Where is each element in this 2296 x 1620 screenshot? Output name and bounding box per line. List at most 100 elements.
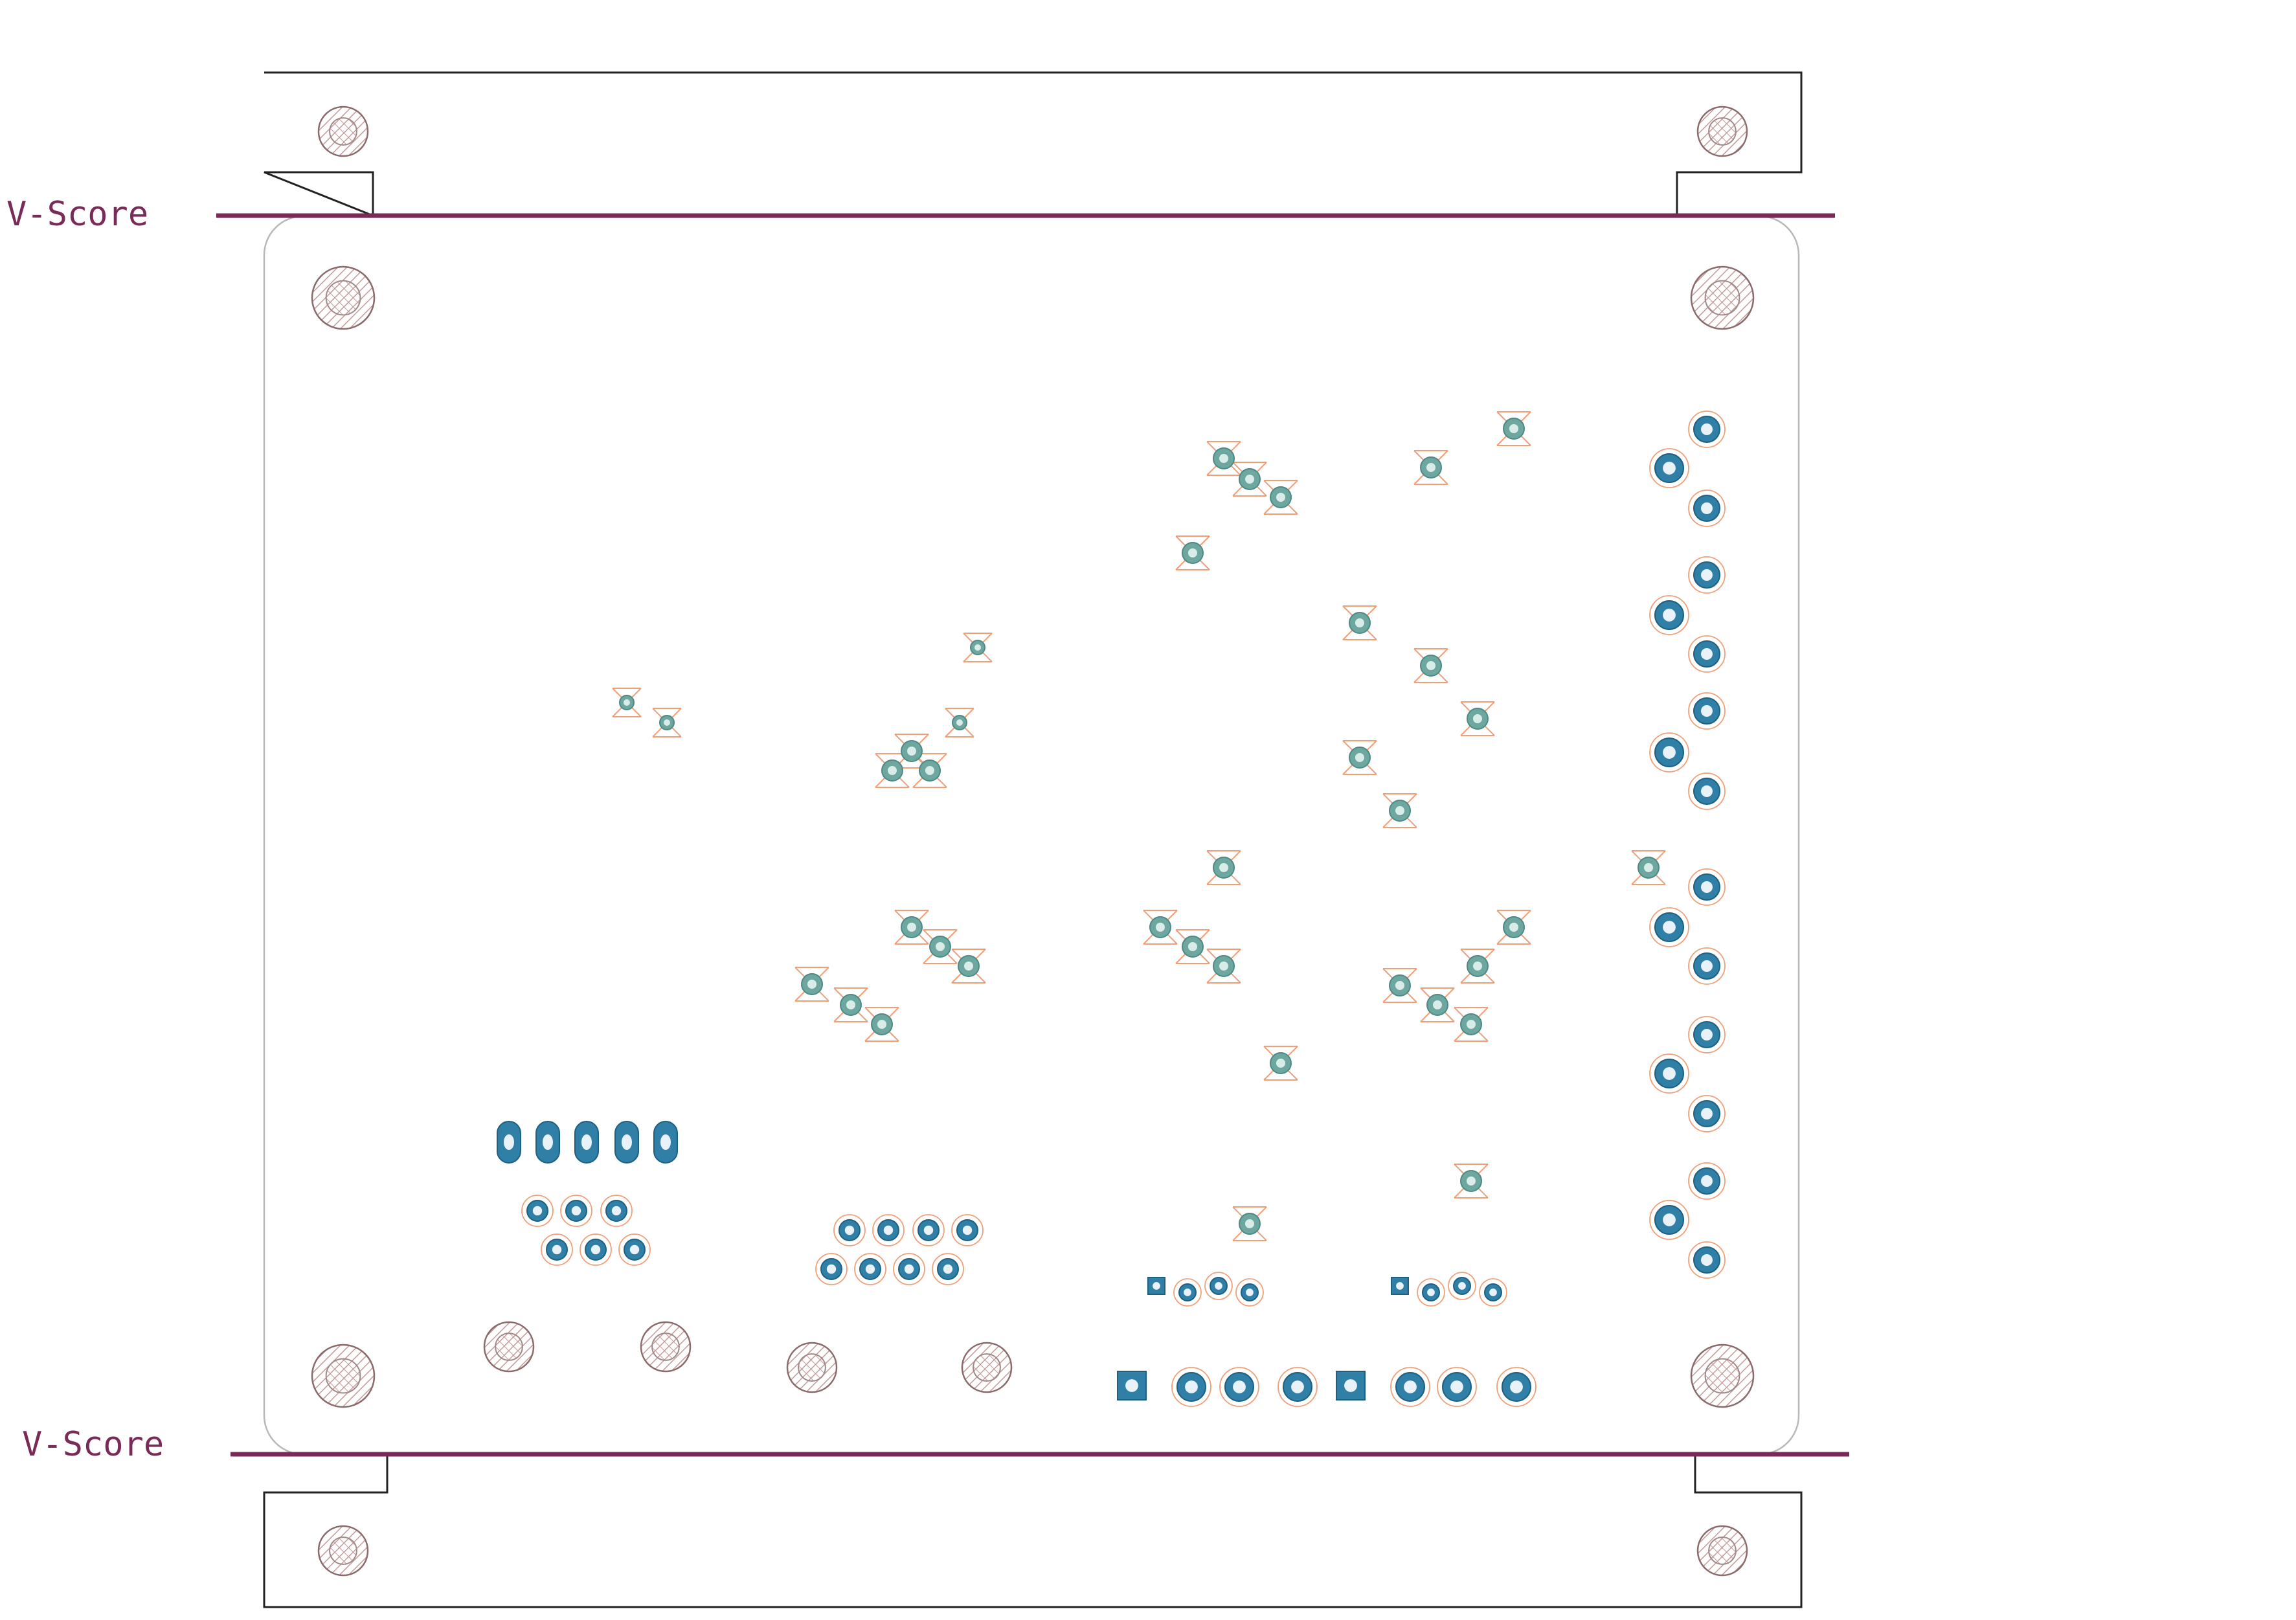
blue-pad-icon (1688, 411, 1726, 448)
teal-via-icon (929, 936, 951, 958)
blue-pad-icon (1688, 1162, 1726, 1200)
blue-pad-icon (1496, 1367, 1536, 1407)
blue-pad-icon (833, 1214, 866, 1246)
blue-pad-icon (1688, 947, 1726, 985)
blue-pad-icon (1688, 1241, 1726, 1279)
teal-via-icon (1389, 800, 1411, 822)
hatched-circle-icon (483, 1321, 535, 1373)
hatched-circle-icon (1690, 1344, 1755, 1408)
teal-via-icon (1467, 708, 1489, 730)
blue-pad-icon (1688, 692, 1726, 730)
hatched-circle-icon (317, 106, 369, 157)
blue-pad-icon (1390, 1367, 1430, 1407)
teal-via-icon (1420, 655, 1442, 677)
teal-via-icon (1503, 418, 1525, 440)
blue-pad-icon (1417, 1278, 1445, 1307)
blue-pad-icon (1235, 1278, 1264, 1307)
square-pad-icon (1336, 1371, 1366, 1401)
board-edge (263, 215, 1800, 1456)
blue-pad-icon (1277, 1367, 1318, 1407)
hatched-circle-icon (311, 265, 376, 330)
hatched-circle-icon (311, 1344, 376, 1408)
blue-pad-icon (1649, 907, 1689, 947)
teal-via-icon (1420, 456, 1442, 478)
blue-pad-icon (1688, 556, 1726, 594)
hatched-circle-icon (317, 1525, 369, 1577)
blue-pad-icon (951, 1214, 984, 1246)
blue-pad-icon (1688, 1016, 1726, 1053)
blue-pad-icon (1649, 1200, 1689, 1240)
blue-pad-icon (854, 1253, 886, 1285)
blue-pad-icon (1437, 1367, 1477, 1407)
teal-via-icon (1460, 1013, 1482, 1035)
blue-pad-icon (560, 1195, 592, 1227)
vscore-top-label: V-Score (6, 195, 148, 234)
blue-pad-icon (1173, 1278, 1202, 1307)
teal-via-icon (1182, 542, 1204, 564)
through-hole-pads (497, 411, 1726, 1407)
teal-via-icon (840, 994, 862, 1016)
blue-pad-icon (912, 1214, 945, 1246)
teal-via-icon (1239, 1213, 1261, 1235)
teal-via-icon (1213, 955, 1235, 977)
square-pad-icon (1147, 1277, 1165, 1295)
teal-via-icon (1503, 916, 1525, 938)
teal-via-icon (1149, 916, 1171, 938)
blue-pad-icon (1448, 1272, 1476, 1300)
blue-pad-icon (618, 1233, 651, 1266)
blue-pad-icon (1649, 448, 1689, 488)
blue-pad-icon (600, 1195, 633, 1227)
teal-via-icon (881, 759, 903, 782)
teal-via-icon (659, 715, 675, 730)
teal-via-icon (1426, 994, 1448, 1016)
teal-via-icon (901, 740, 923, 762)
square-pad-icon (1117, 1371, 1147, 1401)
hatched-circle-icon (786, 1342, 838, 1393)
teal-via-icon (958, 955, 980, 977)
teal-via-icon (1239, 468, 1261, 490)
teal-via-icon (1213, 447, 1235, 469)
blue-pad-icon (815, 1253, 848, 1285)
teal-via-icon (919, 759, 941, 782)
blue-pad-icon (1649, 595, 1689, 635)
oval-pad-icon (535, 1121, 560, 1164)
teal-via-icon (1467, 955, 1489, 977)
oval-pad-icon (614, 1121, 639, 1164)
oval-pad-icon (653, 1121, 678, 1164)
teal-via-icon (1182, 936, 1204, 958)
blue-pad-icon (1649, 1053, 1689, 1094)
blue-pad-icon (932, 1253, 964, 1285)
blue-pad-icon (1688, 489, 1726, 527)
teal-via-icon (1638, 857, 1660, 879)
small-vias (619, 418, 1660, 1235)
oval-pad-icon (497, 1121, 521, 1164)
teal-via-icon (871, 1013, 893, 1035)
top-rail-outline (264, 71, 1803, 218)
blue-pad-icon (1219, 1367, 1259, 1407)
teal-via-icon (1270, 486, 1292, 508)
teal-via-icon (1349, 747, 1371, 769)
bottom-rail-outline (263, 1454, 1803, 1608)
blue-pad-icon (521, 1195, 554, 1227)
blue-pad-icon (1649, 732, 1689, 772)
blue-pad-icon (893, 1253, 925, 1285)
square-pad-icon (1391, 1277, 1409, 1295)
teal-via-icon (619, 695, 635, 710)
hatched-circle-icon (961, 1342, 1013, 1393)
teal-via-icon (952, 715, 967, 730)
teal-via-icon (970, 640, 985, 655)
blue-pad-icon (1688, 772, 1726, 810)
blue-pad-icon (1688, 1095, 1726, 1132)
blue-pad-icon (1688, 635, 1726, 673)
teal-via-icon (1349, 612, 1371, 634)
hatched-circle-icon (640, 1321, 692, 1373)
blue-pad-icon (1479, 1278, 1507, 1307)
blue-pad-icon (1688, 868, 1726, 906)
mounting-holes (311, 106, 1755, 1577)
blue-pad-icon (1171, 1367, 1211, 1407)
blue-pad-icon (580, 1233, 612, 1266)
oval-pad-icon (574, 1121, 599, 1164)
teal-via-icon (1460, 1170, 1482, 1192)
hatched-circle-icon (1690, 265, 1755, 330)
